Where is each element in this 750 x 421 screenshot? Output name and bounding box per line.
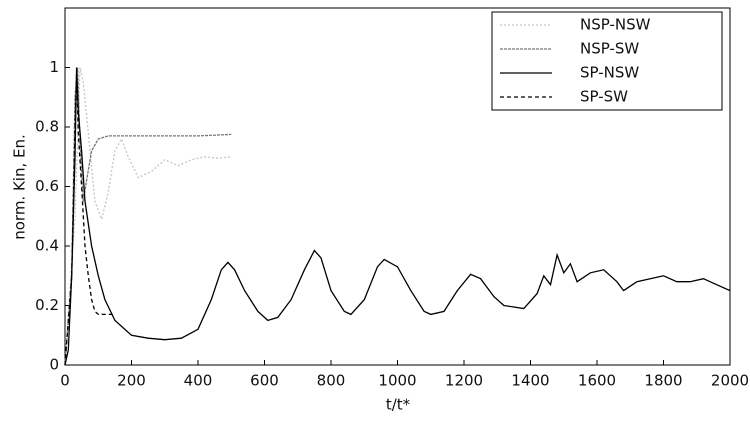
- x-tick-label: 1400: [511, 372, 549, 390]
- legend-box: [491, 11, 723, 111]
- legend-label: SP-NSW: [580, 64, 639, 82]
- y-tick-label: 0: [49, 356, 59, 374]
- x-tick-label: 1600: [578, 372, 616, 390]
- x-tick-label: 600: [250, 372, 279, 390]
- x-tick-label: 400: [184, 372, 213, 390]
- y-axis-label: norm. Kin, En.: [11, 134, 29, 240]
- x-tick-label: 1000: [378, 372, 416, 390]
- series-line: [64, 73, 115, 366]
- legend-label: NSP-NSW: [580, 16, 651, 34]
- x-tick-label: 200: [117, 372, 146, 390]
- y-tick-label: 0.6: [35, 177, 59, 195]
- y-tick-label: 0.8: [35, 118, 59, 136]
- y-tick-label: 0.2: [35, 296, 59, 314]
- series-line: [64, 67, 232, 366]
- legend-label: NSP-SW: [580, 40, 639, 58]
- x-tick-label: 0: [60, 372, 70, 390]
- x-tick-label: 2000: [711, 372, 749, 390]
- x-tick-label: 1800: [644, 372, 682, 390]
- series-line: [64, 67, 232, 366]
- x-tick-label: 800: [317, 372, 346, 390]
- y-tick-label: 0.4: [35, 237, 59, 255]
- legend-label: SP-SW: [580, 88, 628, 106]
- x-axis-label: t/t*: [386, 396, 411, 414]
- x-tick-label: 1200: [445, 372, 483, 390]
- y-tick-label: 1: [49, 58, 59, 76]
- series-line: [64, 67, 731, 366]
